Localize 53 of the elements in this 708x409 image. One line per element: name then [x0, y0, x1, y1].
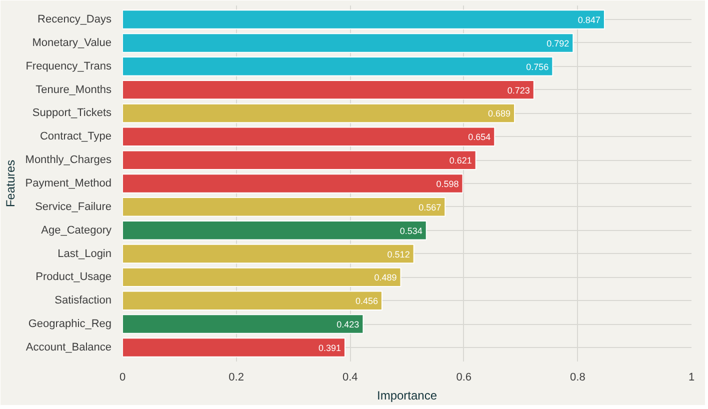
bar	[122, 174, 464, 194]
bar	[122, 244, 414, 264]
y-tick-label: Account_Balance	[26, 341, 112, 354]
y-tick-label: Service_Failure	[35, 200, 112, 213]
bar	[122, 267, 402, 288]
x-axis-title: Importance	[376, 388, 438, 402]
y-tick-label: Monetary_Value	[32, 36, 112, 49]
data-label: 0.689	[488, 108, 511, 119]
data-label: 0.456	[355, 296, 378, 306]
y-tick-label: Frequency_Trans	[26, 60, 112, 72]
data-label: 0.598	[436, 179, 459, 189]
data-label: 0.489	[374, 272, 397, 283]
y-tick-label: Satisfaction	[54, 294, 112, 307]
data-label: 0.792	[546, 38, 570, 48]
x-tick-label: 0.8	[570, 372, 586, 384]
x-tick-label: 1	[688, 372, 695, 384]
data-label: 0.723	[507, 85, 530, 96]
bar	[122, 80, 534, 100]
x-tick-label: 0.2	[228, 372, 244, 384]
bar	[122, 290, 382, 310]
data-label: 0.512	[387, 249, 410, 260]
x-tick-label: 0.4	[342, 372, 358, 384]
y-tick-label: Contract_Type	[40, 130, 112, 143]
y-axis-title: Features	[3, 160, 18, 208]
data-label: 0.534	[400, 226, 422, 236]
bar	[122, 338, 346, 358]
data-label: 0.621	[449, 156, 472, 166]
data-label: 0.847	[578, 15, 600, 26]
y-tick-label: Support_Tickets	[32, 107, 112, 120]
y-tick-label: Tenure_Months	[36, 84, 112, 96]
bar	[122, 10, 605, 30]
x-tick-label: 0.6	[456, 372, 472, 384]
bar	[122, 33, 574, 53]
y-tick-label: Age_Category	[41, 224, 112, 236]
data-label: 0.423	[336, 320, 360, 330]
data-label: 0.654	[468, 132, 491, 142]
y-tick-label: Product_Usage	[36, 271, 112, 284]
bar	[122, 103, 516, 124]
y-tick-label: Last_Login	[58, 248, 112, 260]
x-tick-label: 0	[119, 372, 126, 384]
bar	[122, 197, 446, 217]
bar	[122, 314, 364, 334]
bar	[122, 126, 496, 147]
data-label: 0.756	[526, 62, 549, 72]
y-tick-label: Payment_Method	[25, 178, 112, 190]
bar	[122, 150, 476, 170]
data-label: 0.567	[418, 202, 442, 212]
bar	[122, 56, 554, 76]
y-tick-label: Monthly_Charges	[25, 154, 112, 166]
y-tick-label: Geographic_Reg	[28, 318, 112, 330]
y-tick-label: Recency_Days	[38, 14, 112, 26]
bar	[122, 220, 427, 240]
data-label: 0.391	[318, 342, 341, 353]
